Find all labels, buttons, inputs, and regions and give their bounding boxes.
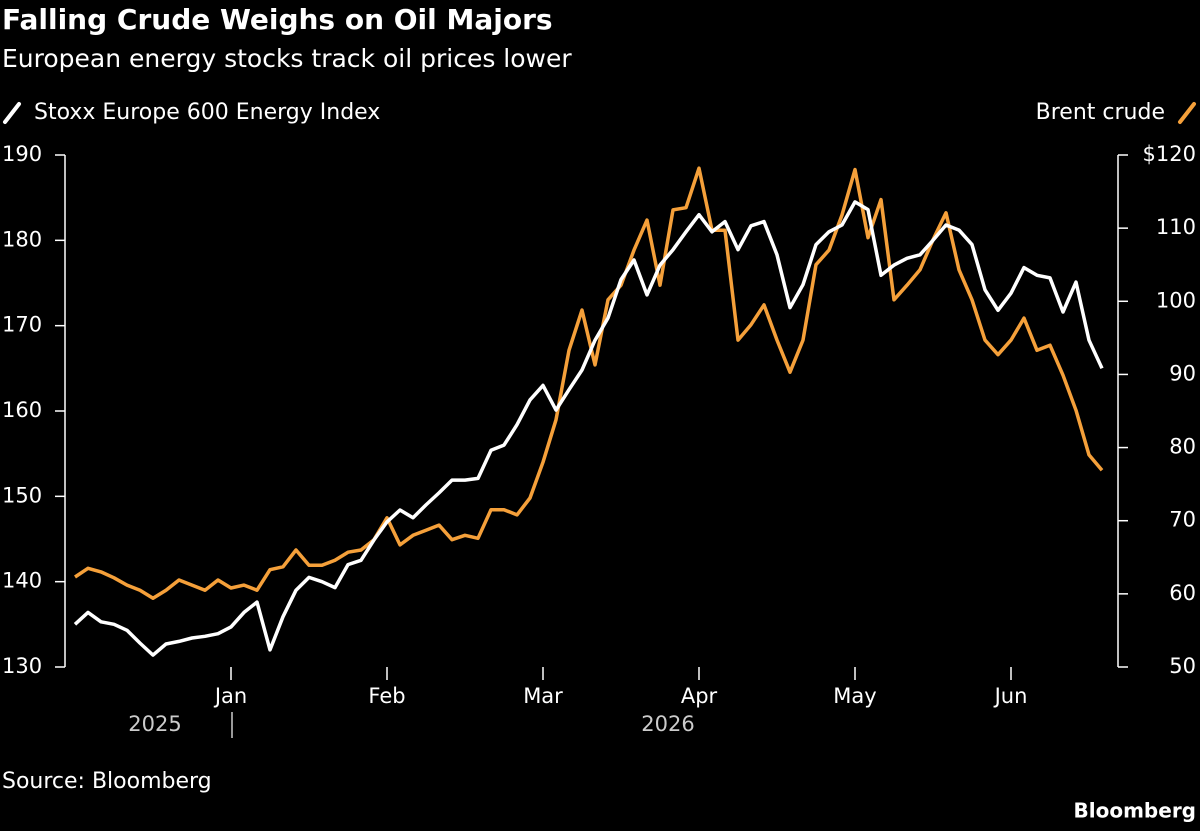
legend-label: Stoxx Europe 600 Energy Index — [34, 100, 380, 125]
brand: Bloomberg — [1074, 799, 1196, 823]
x-tick-label: May — [833, 684, 876, 708]
x-tick-label: Apr — [681, 684, 718, 708]
y-tick-label: 130 — [2, 654, 42, 678]
legend-label: Brent crude — [1036, 100, 1165, 125]
y-tick-label: 140 — [2, 569, 42, 593]
y2-tick-label: 70 — [1169, 508, 1196, 532]
y2-tick-label: 100 — [1156, 288, 1196, 312]
y2-tick-label: 90 — [1169, 361, 1196, 385]
y-tick-label: 190 — [2, 142, 42, 166]
x-tick-label: Jun — [993, 684, 1028, 708]
legend-swatch — [1178, 102, 1196, 124]
x-tick-label: Jan — [213, 684, 247, 708]
y-tick-label: 180 — [2, 227, 42, 251]
series-line — [74, 166, 1104, 600]
source: Source: Bloomberg — [2, 769, 212, 794]
y2-tick-label: 110 — [1156, 215, 1196, 239]
y2-tick-label: 80 — [1169, 435, 1196, 459]
y-tick-label: 150 — [2, 483, 42, 507]
chart-subtitle: European energy stocks track oil prices … — [2, 44, 572, 73]
legend-swatch — [3, 102, 21, 124]
y2-tick-label: $120 — [1143, 142, 1196, 166]
y-tick-label: 160 — [2, 398, 42, 422]
year-label: 2026 — [641, 712, 694, 736]
y2-tick-label: 50 — [1169, 654, 1196, 678]
y-tick-label: 170 — [2, 313, 42, 337]
series-line — [73, 200, 1104, 657]
y2-tick-label: 60 — [1169, 581, 1196, 605]
x-tick-label: Mar — [523, 684, 563, 708]
year-label: 2025 — [128, 712, 181, 736]
x-tick-label: Feb — [368, 684, 405, 708]
chart-title: Falling Crude Weighs on Oil Majors — [2, 3, 553, 36]
